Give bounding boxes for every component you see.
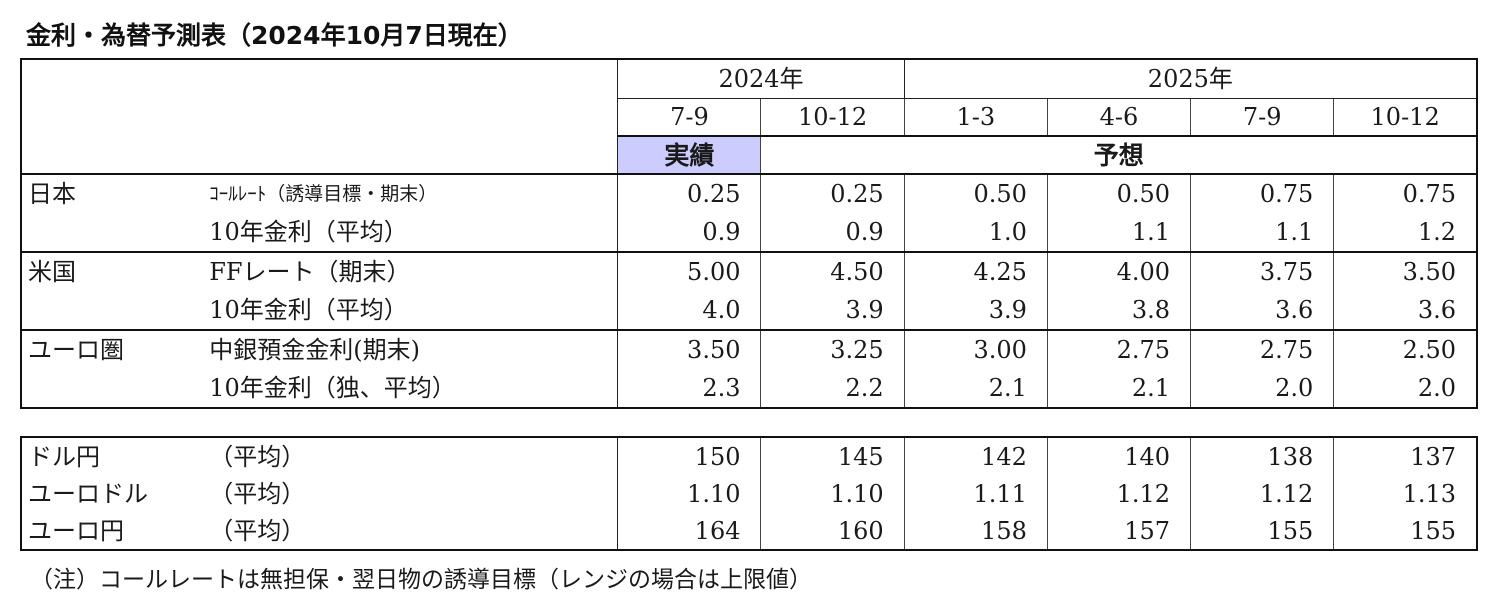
header-blank — [21, 59, 618, 175]
value-cell: 0.75 — [1190, 174, 1334, 213]
value-cell: 137 — [1333, 437, 1477, 475]
footnote: （注）コールレートは無担保・翌日物の誘導目標（レンジの場合は上限値） — [30, 567, 812, 593]
value-cell: 3.9 — [760, 291, 905, 331]
quarter-header: 4-6 — [1046, 98, 1191, 137]
table-row: 10年金利（独、平均） 2.3 2.2 2.1 2.1 2.0 2.0 — [21, 369, 1477, 409]
table-row: ユーロ圏 中銀預金金利(期末) 3.50 3.25 3.00 2.75 2.75… — [21, 330, 1477, 369]
value-cell: 0.25 — [617, 174, 761, 213]
value-cell: 1.12 — [1190, 475, 1334, 512]
quarter-header-row: 7-9 10-12 1-3 4-6 7-9 10-12 — [21, 98, 1477, 137]
value-cell: 0.9 — [760, 213, 905, 253]
quarter-header: 7-9 — [1190, 98, 1334, 137]
value-cell: 1.1 — [1190, 213, 1334, 253]
item-label: ｺｰﾙﾚｰﾄ（誘導目標・期末） — [209, 182, 438, 205]
value-cell: 155 — [1190, 512, 1334, 550]
item-label: 10年金利（平均） — [201, 291, 618, 331]
quarter-header: 1-3 — [903, 98, 1048, 137]
value-cell: 160 — [760, 512, 905, 550]
value-cell: 2.75 — [1046, 330, 1191, 369]
item-label: 中銀預金金利(期末) — [209, 336, 420, 364]
value-cell: 155 — [1333, 512, 1477, 550]
value-cell: 2.0 — [1190, 369, 1334, 409]
item-label: 10年金利（独、平均） — [201, 369, 618, 409]
value-cell: 164 — [617, 512, 761, 550]
region-label: 日本 — [28, 180, 76, 208]
value-cell: 138 — [1190, 437, 1334, 475]
region-label-blank — [21, 213, 202, 253]
value-cell: 3.50 — [1333, 252, 1477, 291]
value-cell: 3.25 — [760, 330, 905, 369]
value-cell: 1.12 — [1046, 475, 1191, 512]
region-label: ユーロ圏 — [28, 336, 124, 364]
quarter-header: 10-12 — [760, 98, 905, 137]
value-cell: 3.6 — [1333, 291, 1477, 331]
fx-pair-label: ユーロ円 — [28, 516, 124, 545]
value-cell: 140 — [1046, 437, 1191, 475]
fx-forecast-table: ドル円 （平均） 150 145 142 140 138 137 ユーロドル （… — [20, 436, 1478, 551]
value-cell: 2.50 — [1333, 330, 1477, 369]
quarter-header: 7-9 — [617, 98, 761, 137]
table-row: 10年金利（平均） 4.0 3.9 3.9 3.8 3.6 3.6 — [21, 291, 1477, 331]
value-cell: 0.9 — [617, 213, 761, 253]
value-cell: 4.50 — [760, 252, 905, 291]
item-label: （平均） — [209, 479, 306, 508]
value-cell: 145 — [760, 437, 905, 475]
table-row: ユーロドル （平均） 1.10 1.10 1.11 1.12 1.12 1.13 — [21, 475, 1477, 512]
value-cell: 3.75 — [1190, 252, 1334, 291]
value-cell: 3.50 — [617, 330, 761, 369]
value-cell: 0.25 — [760, 174, 905, 213]
item-label: FFレート（期末） — [209, 258, 411, 286]
region-label: 米国 — [28, 258, 76, 286]
value-cell: 2.3 — [617, 369, 761, 409]
value-cell: 1.0 — [903, 213, 1048, 253]
year-2025: 2025年 — [903, 59, 1477, 99]
value-cell: 4.0 — [617, 291, 761, 331]
rate-forecast-table: 2024年 2025年 7-9 10-12 1-3 4-6 7-9 10-12 … — [20, 58, 1478, 409]
value-cell: 0.50 — [1046, 174, 1191, 213]
value-cell: 1.13 — [1333, 475, 1477, 512]
fx-pair-label: ユーロドル — [28, 479, 148, 508]
table-row: 米国 FFレート（期末） 5.00 4.50 4.25 4.00 3.75 3.… — [21, 252, 1477, 291]
table-row: 日本 ｺｰﾙﾚｰﾄ（誘導目標・期末） 0.25 0.25 0.50 0.50 0… — [21, 174, 1477, 213]
value-cell: 3.00 — [903, 330, 1048, 369]
item-label: 10年金利（平均） — [201, 213, 618, 253]
table-row: ユーロ円 （平均） 164 160 158 157 155 155 — [21, 512, 1477, 550]
value-cell: 3.8 — [1046, 291, 1191, 331]
quarter-header: 10-12 — [1333, 98, 1477, 137]
value-cell: 142 — [903, 437, 1048, 475]
status-header-row: 実績 予想 — [21, 136, 1477, 174]
value-cell: 3.6 — [1190, 291, 1334, 331]
value-cell: 1.2 — [1333, 213, 1477, 253]
value-cell: 158 — [903, 512, 1048, 550]
table-row: 10年金利（平均） 0.9 0.9 1.0 1.1 1.1 1.2 — [21, 213, 1477, 253]
value-cell: 5.00 — [617, 252, 761, 291]
year-header-row: 2024年 2025年 — [21, 59, 1477, 175]
value-cell: 2.75 — [1190, 330, 1334, 369]
value-cell: 0.50 — [903, 174, 1048, 213]
table-row: ドル円 （平均） 150 145 142 140 138 137 — [21, 437, 1477, 475]
year-2024: 2024年 — [617, 59, 905, 99]
value-cell: 150 — [617, 437, 761, 475]
forecast-label: 予想 — [1093, 140, 1144, 170]
value-cell: 2.1 — [903, 369, 1048, 409]
value-cell: 1.10 — [760, 475, 905, 512]
actual-label: 実績 — [617, 136, 762, 174]
value-cell: 1.1 — [1046, 213, 1191, 253]
region-label-blank — [21, 369, 202, 409]
value-cell: 3.9 — [903, 291, 1048, 331]
value-cell: 4.00 — [1046, 252, 1191, 291]
value-cell: 2.1 — [1046, 369, 1191, 409]
value-cell: 4.25 — [903, 252, 1048, 291]
value-cell: 2.2 — [760, 369, 905, 409]
value-cell: 2.0 — [1333, 369, 1477, 409]
value-cell: 1.11 — [903, 475, 1048, 512]
value-cell: 157 — [1046, 512, 1191, 550]
fx-pair-label: ドル円 — [28, 442, 100, 471]
page-title: 金利・為替予測表（2024年10月7日現在） — [26, 21, 523, 50]
value-cell: 1.10 — [617, 475, 761, 512]
item-label: （平均） — [209, 516, 306, 545]
region-label-blank — [21, 291, 202, 331]
item-label: （平均） — [209, 442, 306, 471]
value-cell: 0.75 — [1333, 174, 1477, 213]
